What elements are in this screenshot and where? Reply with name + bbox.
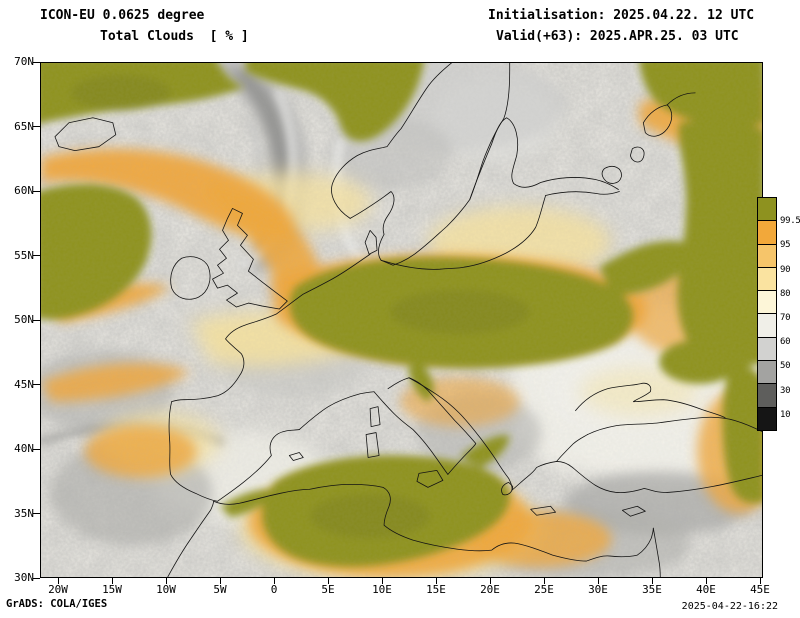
lon-tick-label: 5W: [213, 583, 227, 596]
model-title: ICON-EU 0.0625 degree: [40, 8, 205, 23]
colorbar-swatch: [757, 360, 777, 385]
lon-tick-label: 20E: [480, 583, 500, 596]
variable-title: Total Clouds [ % ]: [100, 29, 249, 44]
lon-tick-mark: [274, 578, 275, 584]
lat-tick-mark: [33, 190, 40, 192]
lon-tick-mark: [760, 578, 761, 584]
europe-cloud-map: [41, 63, 762, 577]
lon-tick-mark: [652, 578, 653, 584]
lon-tick-label: 15E: [426, 583, 446, 596]
lon-tick-label: 30E: [588, 583, 608, 596]
lon-tick-label: 0: [270, 583, 278, 596]
lat-tick-mark: [33, 448, 40, 450]
colorbar-label: 70: [780, 313, 791, 323]
lon-tick-mark: [544, 578, 545, 584]
lat-tick-label: 60N: [14, 184, 34, 197]
lon-tick-mark: [220, 578, 221, 584]
colorbar-label: 10: [780, 409, 791, 420]
lon-tick-label: 40E: [696, 583, 716, 596]
lat-tick-label: 65N: [14, 119, 34, 133]
colorbar-label: 90: [780, 264, 791, 275]
colorbar-label: 95: [780, 240, 791, 251]
lat-tick-label: 40N: [14, 442, 34, 455]
lat-tick-mark: [33, 126, 40, 127]
lon-tick-label: 10E: [372, 583, 392, 596]
lat-tick-mark: [33, 577, 40, 579]
colorbar-swatch: [757, 243, 777, 268]
lon-tick-mark: [436, 578, 437, 584]
lat-tick-label: 70N: [14, 55, 34, 68]
lat-tick-mark: [33, 61, 40, 63]
lat-tick-label: 30N: [14, 571, 34, 584]
lat-tick-label: 55N: [14, 248, 34, 262]
lon-tick-mark: [706, 578, 707, 584]
lon-tick-label: 25E: [534, 583, 554, 596]
colorbar-label: 60: [780, 337, 791, 348]
lon-tick-label: 10W: [156, 583, 176, 596]
grads-credit: GrADS: COLA/IGES: [6, 598, 108, 610]
valid-time: Valid(+63): 2025.APR.25. 03 UTC: [496, 29, 739, 44]
colorbar-label: 50: [780, 361, 791, 372]
initialisation-time: Initialisation: 2025.04.22. 12 UTC: [488, 8, 755, 23]
colorbar-swatch: [757, 197, 777, 222]
colorbar-label: 30: [780, 385, 791, 396]
colorbar: [757, 197, 777, 431]
lat-tick-mark: [33, 255, 40, 256]
colorbar-label: 99.5: [780, 216, 800, 227]
lat-tick-label: 50N: [14, 313, 34, 326]
lon-tick-mark: [328, 578, 329, 584]
creation-timestamp: 2025-04-22-16:22: [681, 601, 778, 612]
colorbar-swatch: [757, 406, 777, 431]
lat-tick-label: 35N: [14, 506, 34, 520]
colorbar-swatch: [757, 336, 777, 362]
colorbar-label: 80: [780, 288, 791, 299]
lat-tick-mark: [33, 319, 40, 321]
colorbar-swatch: [757, 313, 777, 338]
lon-tick-mark: [112, 578, 113, 584]
lon-tick-label: 15W: [102, 583, 122, 596]
lon-tick-mark: [166, 578, 167, 584]
colorbar-swatch: [757, 266, 777, 292]
coastlines: [54, 63, 762, 577]
cloud-field: [41, 63, 762, 577]
lon-tick-label: 45E: [750, 583, 770, 596]
lon-tick-mark: [598, 578, 599, 584]
colorbar-swatch: [757, 220, 777, 245]
lat-tick-mark: [33, 384, 40, 385]
lat-tick-label: 45N: [14, 377, 34, 391]
lon-tick-mark: [382, 578, 383, 584]
lat-tick-mark: [33, 513, 40, 514]
colorbar-swatch: [757, 383, 777, 408]
lon-tick-mark: [58, 578, 59, 584]
map-frame: [40, 62, 763, 578]
colorbar-swatch: [757, 290, 777, 315]
lon-tick-label: 20W: [48, 583, 68, 596]
lon-tick-label: 35E: [642, 583, 662, 596]
lon-tick-mark: [490, 578, 491, 584]
lon-tick-label: 5E: [321, 583, 335, 596]
